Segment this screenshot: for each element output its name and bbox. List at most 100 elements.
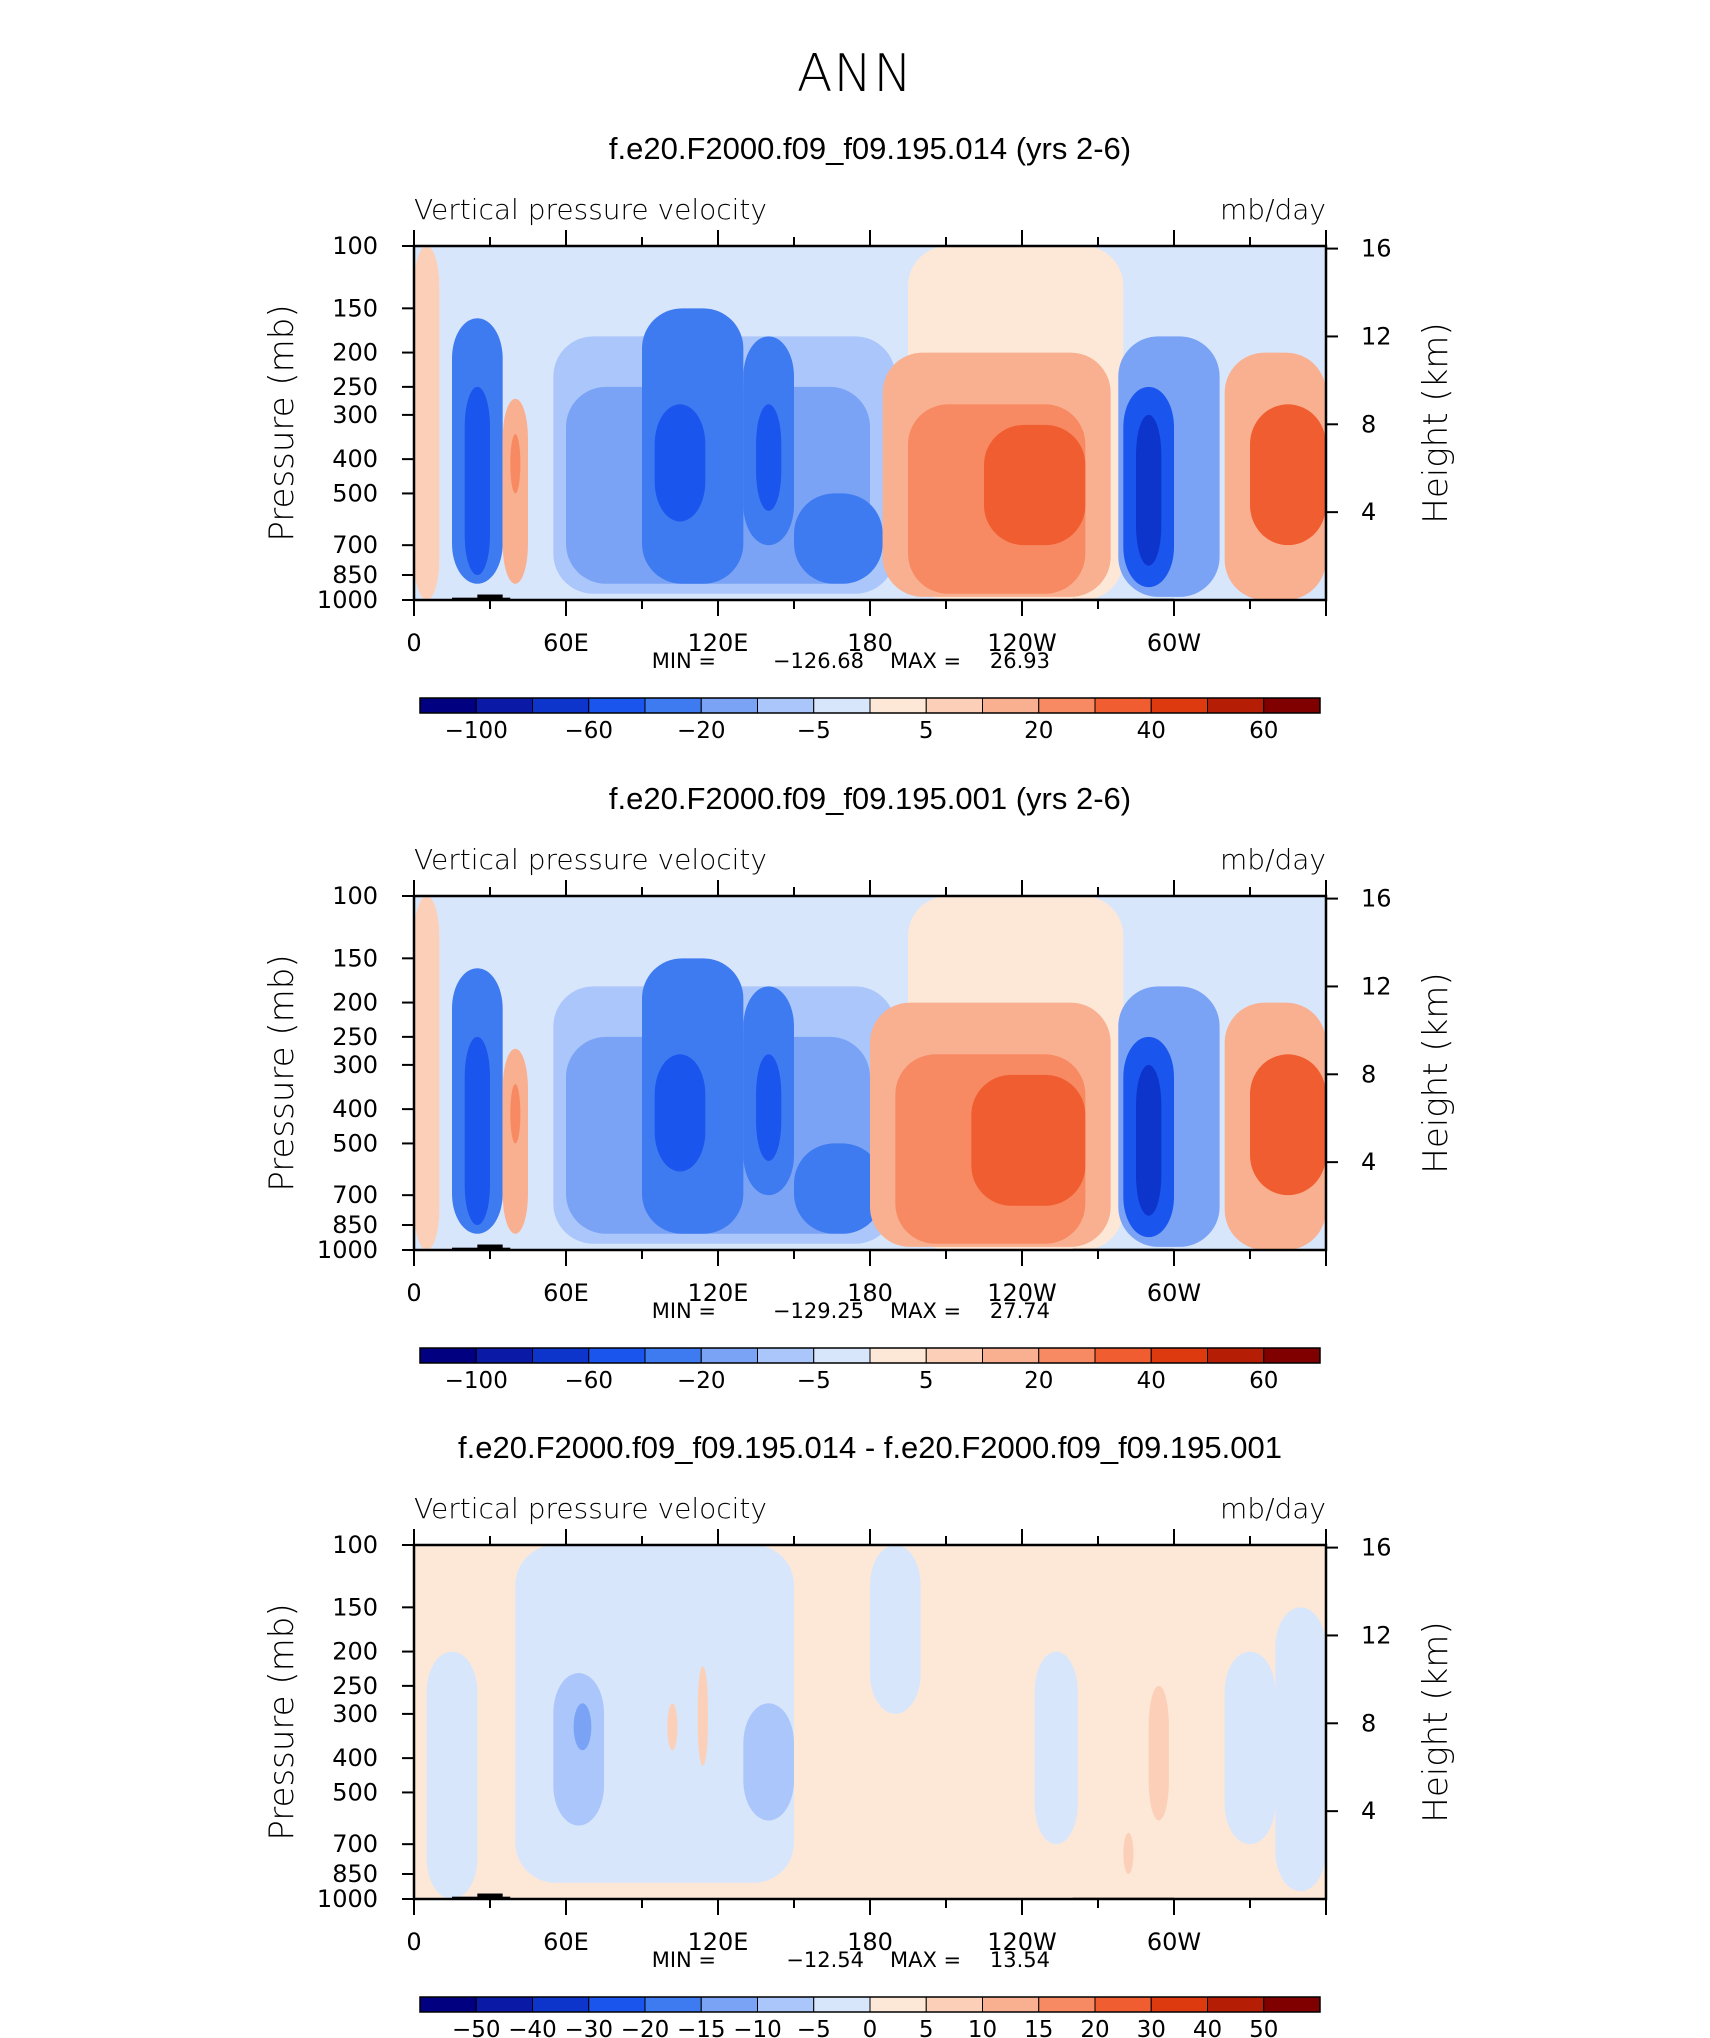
colorbar-swatch	[475, 1996, 533, 2013]
colorbar-swatch	[1094, 1347, 1152, 1364]
contour-region	[971, 1074, 1086, 1206]
x-tick-label: 60E	[543, 1928, 589, 1956]
variable-label: Vertical pressure velocity	[414, 1492, 767, 1525]
colorbar-swatch	[982, 1347, 1040, 1364]
colorbar-label: 20	[1024, 718, 1053, 744]
colorbar-swatch	[1263, 1347, 1321, 1364]
contour-region	[510, 434, 521, 494]
y-tick-label: 500	[332, 1778, 378, 1806]
units-label: mb/day	[1220, 1492, 1326, 1525]
colorbar-label: −15	[677, 2017, 726, 2038]
y-tick-label: 1000	[317, 1885, 378, 1913]
y-tick-label: 500	[332, 1129, 378, 1157]
y-axis-label-right: Height (km)	[1416, 1621, 1456, 1822]
min-label: MIN =	[652, 1299, 716, 1323]
colorbar-swatch	[588, 697, 646, 714]
x-tick-label: 0	[406, 1279, 421, 1307]
colorbar-label: 10	[968, 2017, 997, 2038]
contour-region	[1224, 1651, 1276, 1845]
y-axis-label: Pressure (mb)	[262, 304, 302, 541]
y-tick-label-right: 4	[1361, 1797, 1376, 1825]
colorbar-swatch	[982, 697, 1040, 714]
y-axis-label-right: Height (km)	[1416, 972, 1456, 1173]
colorbar-swatch	[700, 697, 758, 714]
x-tick-label: 180	[847, 1928, 893, 1956]
x-tick-label: 180	[847, 1279, 893, 1307]
colorbar-swatch	[1207, 1996, 1265, 2013]
colorbar-swatch	[1150, 697, 1208, 714]
y-tick-label-right: 8	[1361, 1709, 1376, 1737]
colorbar-label: 40	[1137, 718, 1166, 744]
colorbar-swatch	[813, 1996, 871, 2013]
y-tick-label: 1000	[317, 1236, 378, 1264]
y-tick-label-right: 4	[1361, 1148, 1376, 1176]
variable-label: Vertical pressure velocity	[414, 843, 767, 876]
max-label: MAX =	[890, 1948, 961, 1972]
panel-title: f.e20.F2000.f09_f09.195.001 (yrs 2-6)	[609, 781, 1131, 816]
contour-field	[414, 896, 1326, 1250]
min-value: −129.25	[773, 1299, 864, 1323]
y-tick-label: 300	[332, 401, 378, 429]
panel-2: f.e20.F2000.f09_f09.195.001 (yrs 2-6) Ver…	[262, 781, 1456, 1394]
colorbar-swatch	[419, 697, 477, 714]
x-tick-label: 120E	[688, 1279, 749, 1307]
colorbar-label: 40	[1137, 1368, 1166, 1394]
colorbar-label: −30	[564, 2017, 613, 2038]
colorbar-swatch	[1150, 1996, 1208, 2013]
y-tick-label: 300	[332, 1051, 378, 1079]
colorbar-label: −20	[677, 718, 726, 744]
colorbar-swatch	[1150, 1347, 1208, 1364]
y-tick-label: 150	[332, 944, 378, 972]
contour-region	[1034, 1651, 1078, 1845]
contour-region	[464, 386, 490, 576]
colorbar-swatch	[419, 1996, 477, 2013]
colorbar-label: −5	[797, 1368, 831, 1394]
y-tick-label: 150	[332, 1593, 378, 1621]
y-tick-label: 200	[332, 339, 378, 367]
contour-region	[573, 1703, 592, 1751]
y-tick-label: 850	[332, 1860, 378, 1888]
colorbar-label: 15	[1024, 2017, 1053, 2038]
contour-region	[870, 1545, 921, 1714]
x-tick-label: 120W	[987, 1279, 1057, 1307]
colorbar-label: −5	[797, 2017, 831, 2038]
colorbar-label: 60	[1249, 1368, 1278, 1394]
contour-region	[540, 246, 921, 337]
y-tick-label-right: 8	[1361, 1060, 1376, 1088]
contour-region	[464, 1036, 490, 1226]
colorbar-swatch	[644, 1347, 702, 1364]
colorbar-swatch	[1207, 697, 1265, 714]
contour-region	[743, 1703, 794, 1821]
colorbar-swatch	[1263, 697, 1321, 714]
contour-region	[756, 404, 782, 511]
colorbar-swatch	[700, 1347, 758, 1364]
x-tick-label: 60E	[543, 1279, 589, 1307]
contour-region	[1250, 1054, 1326, 1196]
contour-region	[439, 246, 541, 319]
colorbar-label: −60	[564, 1368, 613, 1394]
contour-region	[1136, 1064, 1162, 1216]
min-value: −126.68	[773, 649, 864, 673]
colorbar-swatch	[644, 1996, 702, 2013]
x-tick-label: 120E	[688, 629, 749, 657]
colorbar-label: 5	[919, 1368, 934, 1394]
contour-region	[414, 896, 440, 1250]
contour-region	[794, 1143, 883, 1234]
panel-title: f.e20.F2000.f09_f09.195.014 (yrs 2-6)	[609, 131, 1131, 166]
min-label: MIN =	[652, 649, 716, 673]
contour-region	[756, 1054, 782, 1161]
terrain-mask	[477, 1893, 503, 1899]
contour-region	[540, 896, 921, 987]
y-axis-label: Pressure (mb)	[262, 954, 302, 1191]
colorbar-label: 0	[863, 2017, 878, 2038]
y-tick-label: 250	[332, 1672, 378, 1700]
y-tick-label: 700	[332, 1830, 378, 1858]
panel-1: f.e20.F2000.f09_f09.195.014 (yrs 2-6) Ver…	[262, 131, 1456, 744]
colorbar-swatch	[925, 697, 983, 714]
y-tick-label: 200	[332, 1638, 378, 1666]
y-tick-label-right: 4	[1361, 498, 1376, 526]
colorbar-label: −40	[508, 2017, 557, 2038]
colorbar-swatch	[869, 1347, 927, 1364]
colorbar-swatch	[757, 1347, 815, 1364]
figure-title: ANN	[796, 44, 914, 104]
